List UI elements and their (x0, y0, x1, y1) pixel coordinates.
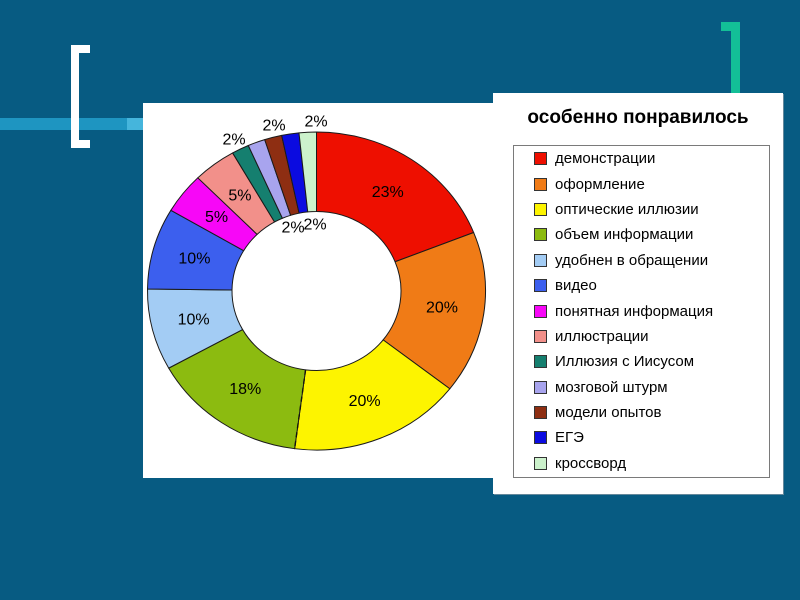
legend-swatch (534, 406, 547, 420)
legend-swatch (534, 456, 547, 470)
legend-swatch (534, 202, 547, 216)
legend-item: Иллюзия с Иисусом (514, 349, 769, 374)
legend-swatch (534, 380, 547, 394)
chart-panel: 23% 20% 20% 18% 10% 10% 5% 5% 2% 2% 2% 2% 2% (143, 103, 497, 478)
slice-percentage-label: 2% (281, 220, 304, 237)
legend-swatch (534, 228, 547, 242)
legend-item: объем информации (514, 222, 769, 247)
legend-box: демонстрации оформление оптические иллюзии… (513, 145, 770, 478)
pie-slice-13 (298, 131, 317, 213)
legend-item-label: Иллюзия с Иисусом (555, 353, 695, 371)
legend-swatch (534, 304, 547, 318)
legend-item: демонстрации (514, 146, 769, 171)
legend-item-label: видео (555, 277, 597, 295)
slice-percentage-label: 2% (303, 217, 326, 234)
legend-item-label: демонстрации (555, 150, 656, 168)
legend-item: оптические иллюзии (514, 197, 769, 222)
slice-percentage-label: 5% (228, 187, 251, 204)
legend-swatch (534, 431, 547, 445)
slice-percentage-label: 20% (349, 393, 381, 410)
legend-item-label: оформление (555, 175, 645, 193)
dashed-slice-separator (293, 369, 307, 449)
legend-panel: особенно понравилось демонстрации оформле… (493, 93, 783, 494)
legend-item-label: оптические иллюзии (555, 200, 699, 218)
bracket-top-stroke (71, 45, 90, 53)
pie-slice-2 (382, 232, 486, 390)
legend-item: мозговой штурм (514, 375, 769, 400)
corner-vertical-stroke (731, 22, 740, 93)
legend-swatch (534, 177, 547, 191)
slice-percentage-label: 5% (205, 209, 228, 226)
legend-item: удобнен в обращении (514, 248, 769, 273)
legend-swatch (534, 279, 547, 293)
legend-swatch (534, 152, 547, 166)
slice-percentage-label: 10% (178, 250, 210, 267)
legend-item-label: иллюстрации (555, 327, 649, 345)
chart-title: особенно понравилось (527, 107, 749, 128)
legend-item-label: удобнен в обращении (555, 251, 709, 269)
legend-item-label: мозговой штурм (555, 378, 668, 396)
legend-item-label: кроссворд (555, 454, 627, 472)
legend-item-label: модели опытов (555, 404, 662, 422)
legend-swatch (534, 355, 547, 369)
slice-percentage-label: 2% (222, 132, 245, 149)
slice-percentage-label: 23% (372, 184, 404, 201)
legend-item: ЕГЭ (514, 425, 769, 450)
pie-slice-1 (316, 131, 475, 263)
donut-chart: 23%20%20%18%10%10%5%5%2%2% 2%2%2% (147, 114, 486, 451)
slice-percentage-label: 2% (304, 114, 327, 131)
legend-item: оформление (514, 171, 769, 196)
pie-slice-3 (294, 339, 451, 451)
slice-percentage-label: 10% (178, 312, 210, 329)
legend-swatch (534, 329, 547, 343)
right-corner-decoration (721, 22, 740, 93)
legend-item: иллюстрации (514, 324, 769, 349)
legend-item-label: ЕГЭ (555, 429, 584, 447)
legend-item: модели опытов (514, 400, 769, 425)
legend-item: понятная информация (514, 298, 769, 323)
slice-percentage-label: 20% (426, 299, 458, 316)
accent-line-tip (127, 118, 143, 130)
left-bracket-decoration (71, 45, 90, 148)
slice-percentage-label: 2% (262, 118, 285, 135)
bracket-bottom-stroke (71, 140, 90, 148)
legend-swatch (534, 253, 547, 267)
legend-item-label: объем информации (555, 226, 694, 244)
legend-item: кроссворд (514, 451, 769, 476)
bracket-vertical-stroke (71, 45, 79, 148)
corner-horizontal-stroke (721, 22, 740, 31)
slice-percentage-label: 18% (229, 381, 261, 398)
legend-item: видео (514, 273, 769, 298)
legend-item-label: понятная информация (555, 302, 714, 320)
